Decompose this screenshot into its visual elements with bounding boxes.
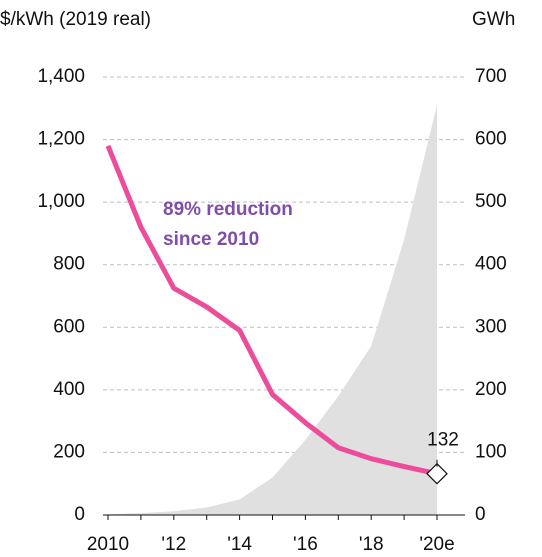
- y2-tick-label: 100: [475, 441, 507, 462]
- x-tick-label: '18: [359, 534, 384, 555]
- point-marker: [426, 462, 448, 485]
- annotation: since 2010: [163, 229, 259, 250]
- y2-tick-label: 400: [475, 254, 507, 275]
- area: [108, 105, 437, 516]
- x-tick-label: '12: [161, 534, 186, 555]
- y-tick-label: 1,400: [37, 66, 85, 87]
- x-tick-label: '16: [293, 534, 318, 555]
- y-tick-label: 600: [53, 316, 85, 337]
- y-axis-label: $/kWh (2019 real): [0, 9, 151, 30]
- value-label: 132: [427, 430, 459, 451]
- y2-tick-label: 300: [475, 316, 507, 337]
- x-tick-label: '14: [227, 534, 252, 555]
- x-tick-label: '20e: [419, 534, 454, 555]
- annotation: 89% reduction: [163, 199, 293, 220]
- y-tick-label: 0: [74, 504, 85, 525]
- y2-tick-label: 500: [475, 191, 507, 212]
- y2-tick-label: 700: [475, 66, 507, 87]
- y-tick-label: 400: [53, 379, 85, 400]
- line: [105, 144, 438, 477]
- y-tick-label: 1,200: [37, 129, 85, 150]
- y2-tick-label: 0: [475, 504, 486, 525]
- x-tick-label: 2010: [87, 534, 129, 555]
- y-tick-label: 800: [53, 254, 85, 275]
- y2-axis-label: GWh: [472, 9, 515, 30]
- y2-tick-label: 200: [475, 379, 507, 400]
- y-tick-label: 200: [53, 441, 85, 462]
- y2-tick-label: 600: [475, 129, 507, 150]
- y-tick-label: 1,000: [37, 191, 85, 212]
